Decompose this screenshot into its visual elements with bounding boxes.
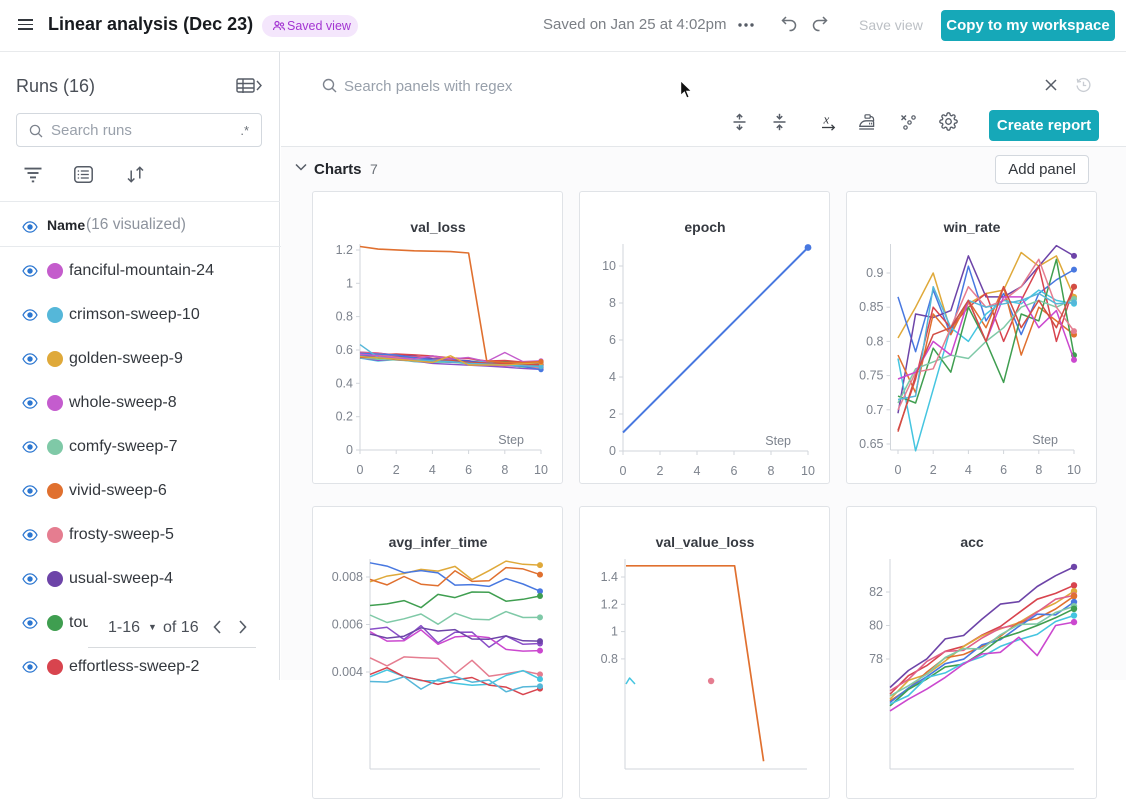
svg-text:epoch: epoch <box>684 219 725 235</box>
svg-text:1: 1 <box>611 625 618 639</box>
svg-text:6: 6 <box>609 333 616 347</box>
svg-text:val_value_loss: val_value_loss <box>656 534 755 550</box>
svg-text:1: 1 <box>346 276 353 290</box>
svg-text:0: 0 <box>357 463 364 477</box>
svg-text:0.7: 0.7 <box>866 403 883 417</box>
svg-text:2: 2 <box>930 463 937 477</box>
svg-text:8: 8 <box>501 463 508 477</box>
svg-text:10: 10 <box>1067 463 1081 477</box>
svg-text:0.75: 0.75 <box>859 369 883 383</box>
svg-text:10: 10 <box>534 463 548 477</box>
svg-text:6: 6 <box>1000 463 1007 477</box>
svg-text:1.2: 1.2 <box>336 243 353 257</box>
svg-text:0.8: 0.8 <box>866 334 883 348</box>
svg-text:0.8: 0.8 <box>601 652 618 666</box>
svg-text:0.8: 0.8 <box>336 310 353 324</box>
svg-text:4: 4 <box>694 464 701 478</box>
svg-text:4: 4 <box>429 463 436 477</box>
svg-text:2: 2 <box>393 463 400 477</box>
svg-text:avg_infer_time: avg_infer_time <box>389 534 488 550</box>
svg-text:val_loss: val_loss <box>410 219 465 235</box>
svg-text:80: 80 <box>869 619 883 633</box>
svg-text:x: x <box>823 114 830 127</box>
svg-text:0.6: 0.6 <box>336 343 353 357</box>
svg-text:0: 0 <box>609 444 616 458</box>
svg-text:0.006: 0.006 <box>332 618 363 632</box>
svg-text:4: 4 <box>609 370 616 384</box>
svg-text:82: 82 <box>869 585 883 599</box>
svg-text:1.2: 1.2 <box>601 597 618 611</box>
svg-text:8: 8 <box>1035 463 1042 477</box>
svg-text:0.85: 0.85 <box>859 300 883 314</box>
svg-text:2: 2 <box>657 464 664 478</box>
svg-text:2: 2 <box>609 407 616 421</box>
svg-text:win_rate: win_rate <box>943 219 1001 235</box>
svg-text:0: 0 <box>346 443 353 457</box>
svg-text:Step: Step <box>765 434 791 448</box>
svg-text:0.004: 0.004 <box>332 665 363 679</box>
svg-text:Step: Step <box>498 433 524 447</box>
svg-text:0.65: 0.65 <box>859 437 883 451</box>
svg-text:0.4: 0.4 <box>336 376 353 390</box>
svg-text:0: 0 <box>620 464 627 478</box>
svg-text:10: 10 <box>801 464 815 478</box>
svg-text:8: 8 <box>768 464 775 478</box>
svg-text:0.9: 0.9 <box>866 266 883 280</box>
svg-text:6: 6 <box>465 463 472 477</box>
svg-text:6: 6 <box>731 464 738 478</box>
svg-text:0.2: 0.2 <box>336 410 353 424</box>
svg-text:8: 8 <box>609 296 616 310</box>
svg-text:Step: Step <box>1032 433 1058 447</box>
svg-text:4: 4 <box>965 463 972 477</box>
svg-text:78: 78 <box>869 652 883 666</box>
svg-text:1.4: 1.4 <box>601 570 618 584</box>
svg-text:10: 10 <box>602 259 616 273</box>
svg-text:0: 0 <box>895 463 902 477</box>
svg-text:0.008: 0.008 <box>332 570 363 584</box>
svg-text:acc: acc <box>960 534 984 550</box>
